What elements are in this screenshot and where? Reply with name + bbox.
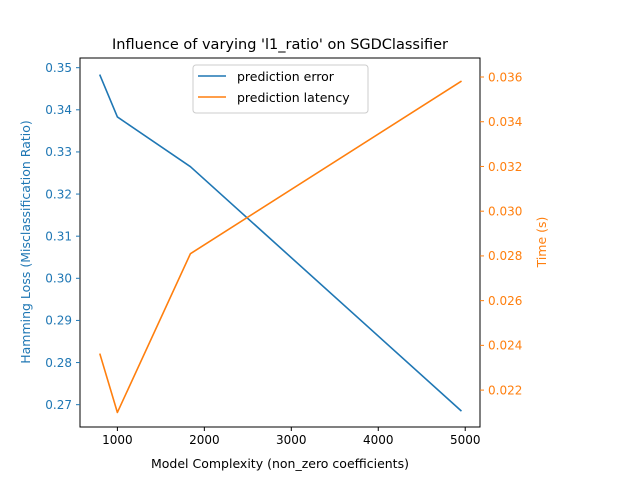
y-right-tick-label-1: 0.024 xyxy=(488,339,522,353)
x-tick-label-2000: 2000 xyxy=(189,433,220,447)
y-left-tick-label-6: 0.33 xyxy=(45,145,72,159)
y-right-tick-label-7: 0.036 xyxy=(488,70,522,84)
legend-box xyxy=(192,64,369,114)
x-axis-label: Model Complexity (non_zero coefficients) xyxy=(151,456,409,471)
chart-title: Influence of varying 'l1_ratio' on SGDCl… xyxy=(112,37,448,53)
x-tick-label-5000: 5000 xyxy=(450,433,481,447)
y-left-tick-label-3: 0.30 xyxy=(45,272,72,286)
y-left-tick-label-1: 0.28 xyxy=(45,356,72,370)
y-left-tick-label-4: 0.31 xyxy=(45,229,72,243)
y-right-tick-label-3: 0.028 xyxy=(488,249,522,263)
y-right-tick-label-4: 0.030 xyxy=(488,204,522,218)
y-axis-right-label: Time (s) xyxy=(534,217,549,269)
series-line-prediction-error xyxy=(98,74,462,412)
legend-label-prediction-latency: prediction latency xyxy=(237,90,350,105)
x-tick-label-3000: 3000 xyxy=(276,433,307,447)
x-tick-label-1000: 1000 xyxy=(102,433,133,447)
y-left-tick-label-0: 0.27 xyxy=(45,398,72,412)
y-right-tick-label-5: 0.032 xyxy=(488,160,522,174)
y-left-tick-label-2: 0.29 xyxy=(45,314,72,328)
y-axis-right: 0.022 0.024 0.026 0.028 0.030 0.032 0.034 0.036 xyxy=(480,70,522,397)
legend: prediction error prediction latency xyxy=(192,64,369,114)
x-axis: 1000 2000 3000 4000 5000 xyxy=(102,427,480,447)
y-left-tick-label-5: 0.32 xyxy=(45,187,72,201)
y-right-tick-label-0: 0.022 xyxy=(488,383,522,397)
y-right-tick-label-6: 0.034 xyxy=(488,115,522,129)
y-left-tick-label-7: 0.34 xyxy=(45,103,72,117)
y-axis-left: 0.27 0.28 0.29 0.30 0.31 0.32 0.33 0.34 0.35 xyxy=(45,61,80,412)
y-axis-left-label: Hamming Loss (Misclassification Ratio) xyxy=(18,120,33,364)
x-tick-label-4000: 4000 xyxy=(363,433,394,447)
y-right-tick-label-2: 0.026 xyxy=(488,294,522,308)
series-layer xyxy=(98,74,462,414)
series-line-prediction-latency xyxy=(99,80,462,414)
legend-label-prediction-error: prediction error xyxy=(237,69,335,84)
plot-area xyxy=(79,57,481,428)
y-left-tick-label-8: 0.35 xyxy=(45,61,72,75)
plot-frame xyxy=(79,57,481,428)
